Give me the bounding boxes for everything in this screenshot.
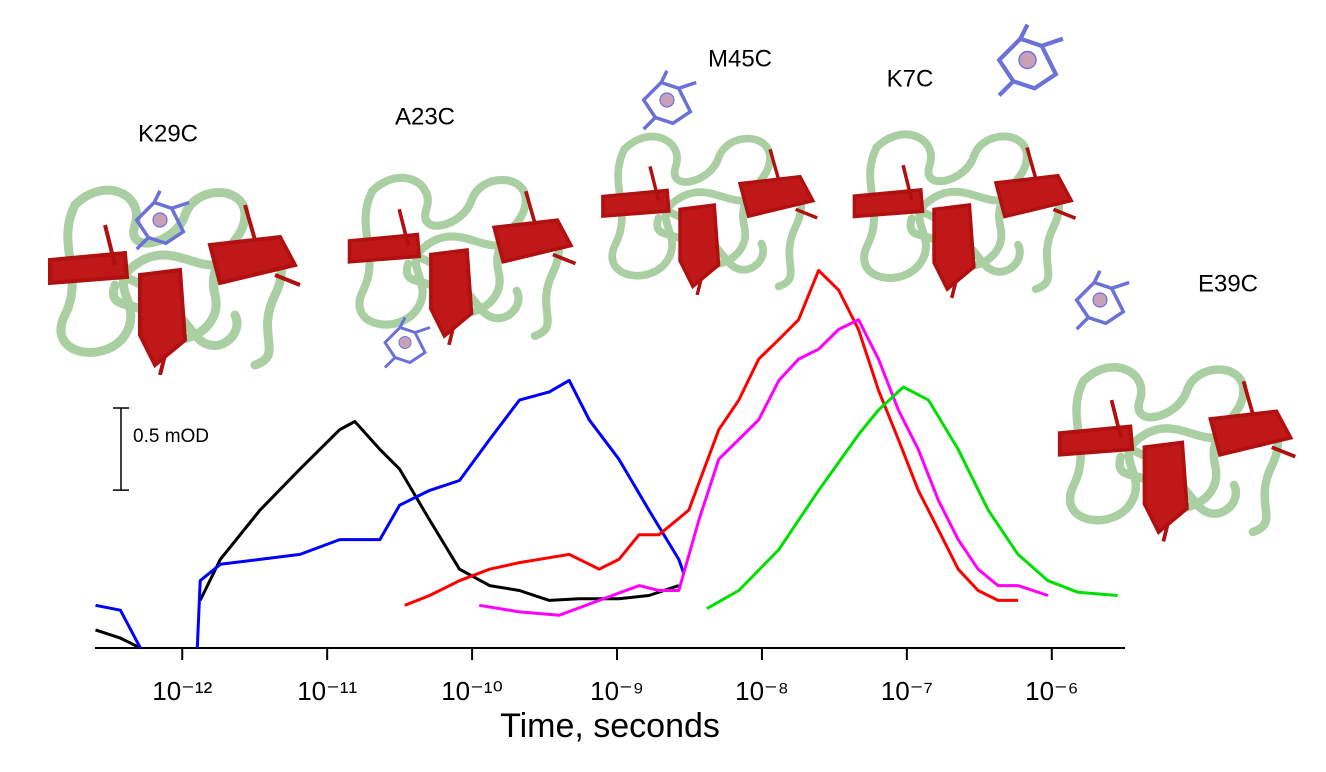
x-axis-label: Time, seconds (500, 707, 720, 745)
scale-bar-label: 0.5 mOD (133, 426, 209, 447)
data-line (404, 268, 1018, 607)
x-tick-label: 10⁻⁹ (590, 676, 644, 706)
x-tick-label: 10⁻⁶ (1025, 676, 1078, 706)
ru-complex (641, 68, 699, 132)
structure-label: M45C (708, 45, 772, 72)
scale-bar (113, 407, 129, 491)
structures (50, 25, 1295, 542)
protein-structure (1060, 367, 1296, 541)
x-tick-label: 10⁻¹² (152, 676, 212, 706)
x-tick-label: 10⁻¹¹ (297, 676, 357, 706)
x-tick-label: 10⁻⁸ (735, 676, 789, 706)
structure-label: E39C (1198, 270, 1258, 297)
x-tick-label: 10⁻⁷ (881, 676, 933, 706)
structure-label: K7C (887, 65, 934, 92)
protein-structure (854, 134, 1075, 298)
x-tick-label: 10⁻¹⁰ (441, 676, 503, 706)
data-line (95, 378, 686, 649)
data-line (478, 318, 1049, 617)
structure-label: K29C (138, 120, 198, 147)
ru-complex (999, 25, 1063, 96)
data-line (706, 385, 1118, 610)
plot: 10⁻¹² 10⁻¹¹ 10⁻¹⁰ 10⁻⁹ 10⁻⁸ 10⁻⁷ 10⁻⁶ Time, sec… (95, 268, 1125, 745)
protein-structure (603, 137, 817, 295)
protein-structure (350, 178, 576, 345)
structure-label: A23C (395, 103, 455, 130)
data-line (95, 420, 680, 650)
ru-complex (1074, 269, 1131, 331)
annotations: K29C A23C M45C K7C E39C (138, 45, 1258, 297)
